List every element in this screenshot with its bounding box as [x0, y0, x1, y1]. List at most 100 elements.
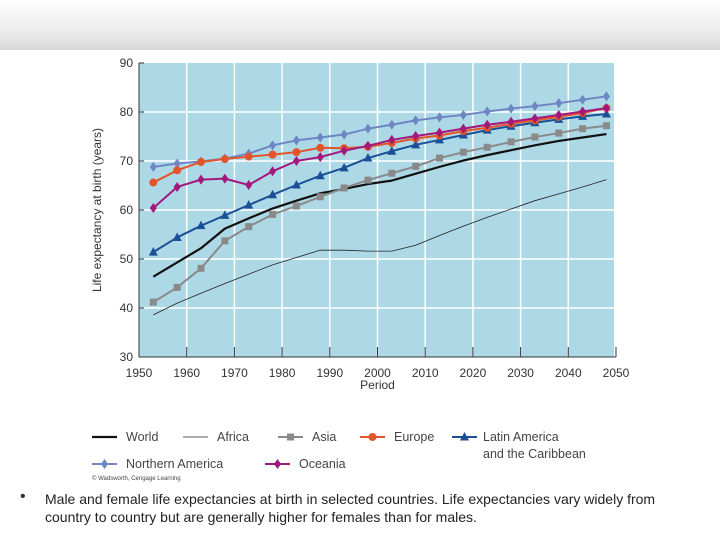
- data-point: [507, 138, 515, 146]
- data-point: [292, 202, 300, 210]
- series-line: [153, 179, 607, 316]
- data-point: [436, 154, 444, 162]
- x-tick-label: 1960: [173, 366, 200, 380]
- data-point: [601, 108, 611, 118]
- x-tick-label: 1980: [269, 366, 296, 380]
- legend-item: Oceania: [265, 457, 346, 471]
- data-point: [316, 193, 324, 201]
- y-tick-label: 30: [120, 350, 134, 364]
- data-point: [388, 119, 396, 130]
- legend-label: Latin America and the Caribbean: [483, 430, 586, 461]
- data-point: [269, 140, 277, 151]
- legend-label: Asia: [312, 430, 336, 444]
- data-point: [340, 184, 348, 192]
- data-point: [412, 115, 420, 126]
- data-point: [412, 162, 420, 170]
- legend-item: Latin America and the Caribbean: [452, 430, 586, 461]
- data-point: [364, 176, 372, 184]
- legend-marker: [287, 433, 294, 441]
- data-point: [483, 143, 491, 151]
- y-tick-label: 90: [120, 56, 134, 70]
- legend-label: World: [126, 430, 158, 444]
- series-line: [152, 107, 607, 209]
- data-point: [483, 119, 491, 130]
- legend-item: Africa: [183, 430, 249, 444]
- data-point: [555, 129, 563, 137]
- data-point: [579, 94, 587, 105]
- data-point: [245, 223, 253, 231]
- data-point: [602, 91, 610, 102]
- x-tick-label: 2050: [603, 366, 630, 380]
- data-point: [555, 98, 563, 109]
- data-point: [412, 131, 420, 142]
- data-point: [436, 127, 444, 138]
- data-point: [340, 129, 348, 140]
- legend-item: Asia: [278, 430, 336, 444]
- data-point: [220, 210, 230, 219]
- data-point: [507, 116, 515, 127]
- data-point: [173, 283, 181, 291]
- data-point: [196, 220, 206, 230]
- series-asia: [149, 122, 610, 306]
- x-tick-label: 2000: [364, 366, 391, 380]
- data-point: [149, 161, 157, 172]
- data-point: [459, 123, 467, 134]
- y-tick-label: 60: [120, 203, 134, 217]
- legend-label: Europe: [394, 430, 434, 444]
- data-point: [436, 112, 444, 123]
- x-tick-label: 1970: [221, 366, 248, 380]
- x-tick-label: 2030: [507, 366, 534, 380]
- series-line: [152, 112, 607, 253]
- y-axis-label: Life expectancy at birth (years): [90, 128, 104, 292]
- data-point: [221, 173, 229, 184]
- legend-item: Europe: [360, 430, 434, 444]
- x-axis-label: Period: [360, 378, 395, 392]
- data-point: [149, 203, 157, 214]
- data-point: [269, 166, 277, 177]
- data-point: [411, 139, 421, 149]
- copyright: © Wadsworth, Cengage Learning: [92, 475, 181, 482]
- data-point: [292, 135, 300, 146]
- data-point: [149, 298, 157, 306]
- data-point: [173, 166, 182, 175]
- data-point: [316, 152, 324, 163]
- data-point: [221, 237, 229, 245]
- series-world: [152, 132, 607, 278]
- data-point: [459, 109, 467, 120]
- data-point: [531, 133, 539, 141]
- y-tick-label: 50: [120, 252, 134, 266]
- data-point: [197, 157, 206, 166]
- data-point: [268, 150, 277, 159]
- series-line: [152, 132, 607, 278]
- slide-header-band: [0, 0, 720, 50]
- legend-item: World: [92, 430, 158, 444]
- data-point: [507, 103, 515, 114]
- data-point: [579, 106, 587, 117]
- data-point: [292, 148, 301, 157]
- legend-label: Northern America: [126, 457, 223, 471]
- series-africa: [153, 179, 607, 316]
- data-point: [364, 123, 372, 134]
- data-point: [268, 189, 278, 199]
- y-tick-label: 40: [120, 301, 134, 315]
- data-point: [244, 200, 254, 209]
- legend-marker: [460, 432, 469, 441]
- data-point: [388, 134, 396, 145]
- legend-label: Africa: [217, 430, 249, 444]
- legend-item: Northern America: [92, 457, 223, 471]
- data-point: [245, 180, 253, 191]
- x-tick-label: 1950: [126, 366, 153, 380]
- data-point: [292, 156, 300, 166]
- x-tick-label: 1990: [316, 366, 343, 380]
- data-point: [315, 170, 325, 180]
- data-point: [291, 180, 301, 189]
- data-point: [149, 178, 158, 187]
- legend-label: Oceania: [299, 457, 346, 471]
- data-point: [602, 122, 610, 130]
- data-point: [316, 132, 324, 143]
- data-point: [173, 181, 181, 192]
- data-point: [340, 145, 348, 156]
- legend-marker: [101, 459, 108, 469]
- data-point: [220, 155, 229, 164]
